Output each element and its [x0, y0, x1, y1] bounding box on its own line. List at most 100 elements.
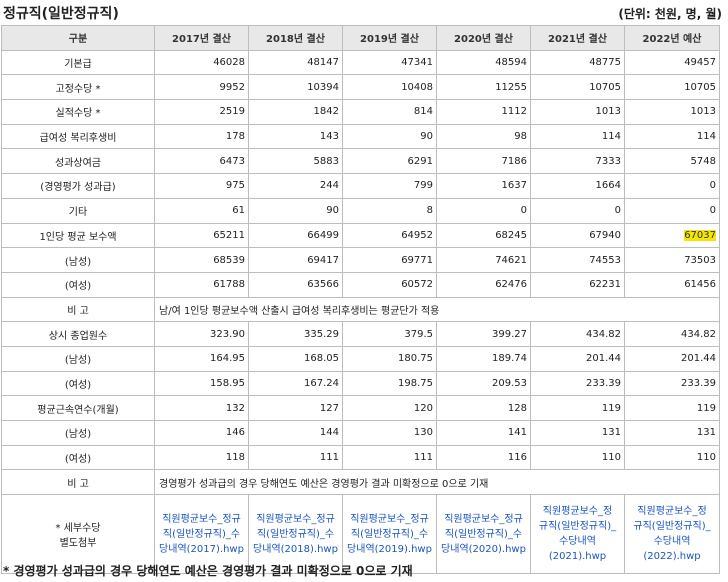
value-cell: 8	[342, 197, 437, 224]
value-cell: 119	[530, 395, 625, 421]
note-label: 비 고	[1, 296, 155, 323]
value-cell: 10705	[530, 74, 625, 101]
table-row: (여성) 158.95 167.24 198.75 209.53 233.39 233.39	[1, 370, 720, 397]
value-cell: 180.75	[342, 345, 437, 372]
attachment-row: * 세부수당 별도첨부 직원평균보수_정규 직(일반정규직)_수 당내역(2017)…	[1, 494, 720, 575]
file-link-text: 당내역(2017).hwp	[159, 543, 244, 555]
attachment-label-line1: * 세부수당	[55, 523, 101, 535]
value-cell: 1664	[530, 173, 625, 199]
value-cell: 46028	[154, 49, 249, 76]
file-link-text: 규직(일반정규직)_	[538, 521, 617, 533]
value-cell: 118	[154, 444, 249, 471]
file-link-2017[interactable]: 직원평균보수_정규 직(일반정규직)_수 당내역(2017).hwp	[156, 512, 247, 557]
value-cell: 323.90	[154, 321, 249, 347]
value-cell: 66499	[248, 222, 343, 249]
file-link-2021[interactable]: 직원평균보수_정 규직(일반정규직)_ 수당내역 (2021).hwp	[532, 504, 623, 564]
value-cell: 2519	[154, 99, 249, 125]
row-label: 평균근속연수(개월)	[1, 395, 155, 421]
file-cell-2020: 직원평균보수_정규 직(일반정규직)_수 당내역(2020).hwp	[436, 494, 531, 575]
file-link-2022[interactable]: 직원평균보수_정 규직(일반정규직)_ 수당내역 (2022).hwp	[626, 504, 718, 564]
value-cell: 158.95	[154, 370, 249, 397]
value-cell: 119	[624, 395, 720, 421]
note-row-2: 비 고 경영평가 성과급의 경우 당해연도 예산은 경영평가 결과 미확정으로 …	[1, 469, 720, 496]
file-link-text: 직(일반정규직)_수	[444, 528, 523, 540]
file-link-2019[interactable]: 직원평균보수_정규 직(일반정규직)_수 당내역(2019).hwp	[344, 512, 435, 557]
value-cell: 90	[342, 123, 437, 150]
value-cell: 98	[436, 123, 531, 150]
table-row: 기타 61 90 8 0 0 0	[1, 197, 720, 224]
value-cell: 49457	[624, 49, 720, 76]
file-cell-2019: 직원평균보수_정규 직(일반정규직)_수 당내역(2019).hwp	[342, 494, 437, 575]
table-row: (남성) 164.95 168.05 180.75 189.74 201.44 201.44	[1, 345, 720, 372]
file-link-text: 당내역(2020).hwp	[441, 543, 526, 555]
file-link-2018[interactable]: 직원평균보수_정규 직(일반정규직)_수 당내역(2018).hwp	[250, 512, 341, 557]
value-cell: 198.75	[342, 370, 437, 397]
value-cell: 0	[530, 197, 625, 224]
salary-table: 구분 2017년 결산 2018년 결산 2019년 결산 2020년 결산 2…	[1, 25, 720, 575]
row-label: (남성)	[1, 247, 155, 273]
attachment-label-line2: 별도첨부	[59, 538, 97, 550]
value-cell: 7186	[436, 148, 531, 175]
table-row: (여성) 61788 63566 60572 62476 62231 61456	[1, 271, 720, 298]
value-cell: 399.27	[436, 321, 531, 347]
value-cell: 0	[624, 197, 720, 224]
file-link-2020[interactable]: 직원평균보수_정규 직(일반정규직)_수 당내역(2020).hwp	[438, 512, 529, 557]
value-cell: 1112	[436, 99, 531, 125]
value-cell: 67037	[624, 222, 720, 249]
value-cell: 1013	[530, 99, 625, 125]
table-row: 급여성 복리후생비 178 143 90 98 114 114	[1, 123, 720, 150]
value-cell: 146	[154, 420, 249, 446]
value-cell: 67940	[530, 222, 625, 249]
row-label: 성과상여금	[1, 148, 155, 175]
file-link-text: 규직(일반정규직)_	[633, 521, 711, 533]
value-cell: 5883	[248, 148, 343, 175]
file-link-text: 직원평균보수_정규	[350, 513, 429, 525]
row-label: 고정수당 *	[1, 74, 155, 101]
value-cell: 143	[248, 123, 343, 150]
file-link-text: (2022).hwp	[643, 551, 701, 563]
value-cell: 189.74	[436, 345, 531, 372]
value-cell: 131	[624, 420, 720, 446]
value-cell: 11255	[436, 74, 531, 101]
value-cell: 110	[530, 444, 625, 471]
file-link-text: 직원평균보수_정규	[256, 513, 335, 525]
file-link-text: 직(일반정규직)_수	[350, 528, 429, 540]
footnote: * 경영평가 성과급의 경우 당해연도 예산은 경영평가 결과 미확정으로 0으…	[3, 564, 413, 578]
header-2017: 2017년 결산	[154, 25, 249, 51]
value-cell: 168.05	[248, 345, 343, 372]
table-row: 1인당 평균 보수액 65211 66499 64952 68245 67940 67037	[1, 222, 720, 249]
value-cell: 10394	[248, 74, 343, 101]
note-text: 경영평가 성과급의 경우 당해연도 예산은 경영평가 결과 미확정으로 0으로 …	[154, 469, 720, 496]
value-cell: 6291	[342, 148, 437, 175]
value-cell: 0	[624, 173, 720, 199]
table-row: (경영평가 성과급) 975 244 799 1637 1664 0	[1, 173, 720, 199]
file-link-text: 당내역(2018).hwp	[253, 543, 338, 555]
value-cell: 434.82	[624, 321, 720, 347]
highlighted-value: 67037	[684, 229, 716, 241]
value-cell: 69417	[248, 247, 343, 273]
value-cell: 233.39	[530, 370, 625, 397]
value-cell: 110	[624, 444, 720, 471]
table-row: 상시 종업원수 323.90 335.29 379.5 399.27 434.82 434.…	[1, 321, 720, 347]
value-cell: 73503	[624, 247, 720, 273]
value-cell: 64952	[342, 222, 437, 249]
value-cell: 1842	[248, 99, 343, 125]
value-cell: 60572	[342, 271, 437, 298]
table-row: (남성) 68539 69417 69771 74621 74553 73503	[1, 247, 720, 273]
row-label: (여성)	[1, 370, 155, 397]
value-cell: 9952	[154, 74, 249, 101]
value-cell: 63566	[248, 271, 343, 298]
note-text: 남/여 1인당 평균보수액 산출시 급여성 복리후생비는 평균단가 적용	[154, 296, 720, 323]
value-cell: 120	[342, 395, 437, 421]
value-cell: 69771	[342, 247, 437, 273]
value-cell: 434.82	[530, 321, 625, 347]
table-row: (남성) 146 144 130 141 131 131	[1, 420, 720, 446]
value-cell: 814	[342, 99, 437, 125]
value-cell: 5748	[624, 148, 720, 175]
value-cell: 61788	[154, 271, 249, 298]
value-cell: 1637	[436, 173, 531, 199]
value-cell: 128	[436, 395, 531, 421]
note-label: 비 고	[1, 469, 155, 496]
value-cell: 74621	[436, 247, 531, 273]
header-2022: 2022년 예산	[624, 25, 720, 51]
